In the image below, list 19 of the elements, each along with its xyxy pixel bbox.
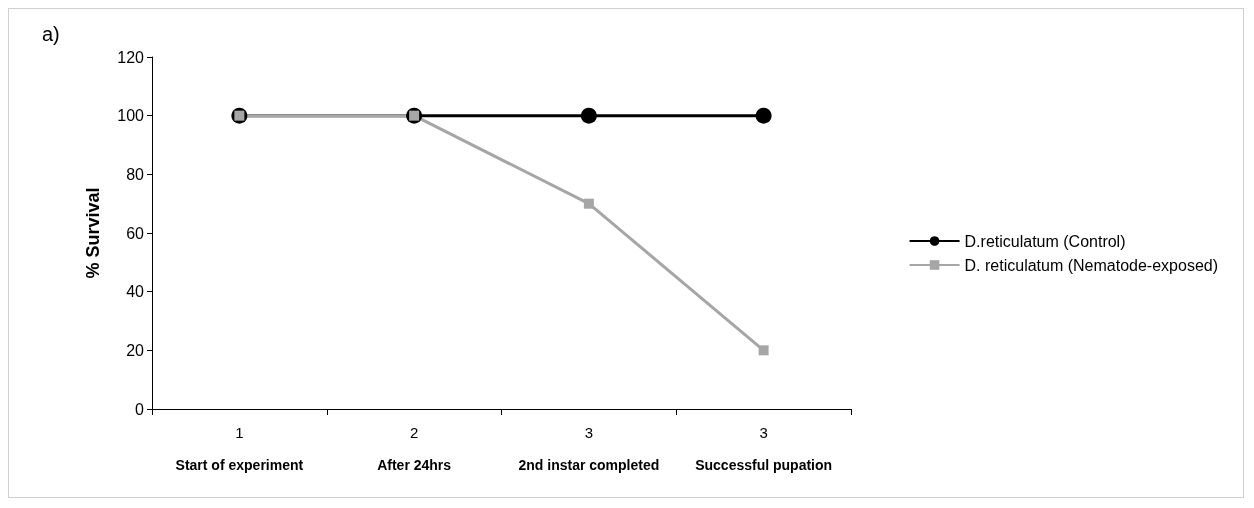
chart-title: a) [42,23,60,45]
y-tick-label: 20 [126,341,145,359]
point [583,198,594,209]
y-tick-label: 120 [117,48,145,66]
y-tick-label: 60 [126,224,145,242]
x-tick-label: 3 2nd instar completed [518,423,660,473]
point [755,107,772,124]
legend-label: D.reticulatum (Control) [964,232,1126,250]
point [758,345,769,356]
legend-label: D. reticulatum (Nematode-exposed) [964,256,1218,274]
point [580,107,597,124]
y-tick-label: 100 [117,107,145,125]
x-tick-label: 3 Successful pupation [695,423,833,473]
y-tick-label: 40 [126,283,145,301]
y-tick-label: 0 [135,400,145,418]
x-tick-label: 2 After 24hrs [377,423,452,473]
y-tick-label: 80 [126,165,145,183]
y-axis-title: % Survival [83,187,103,279]
x-tick-label: 1 Start of experiment [175,423,304,473]
